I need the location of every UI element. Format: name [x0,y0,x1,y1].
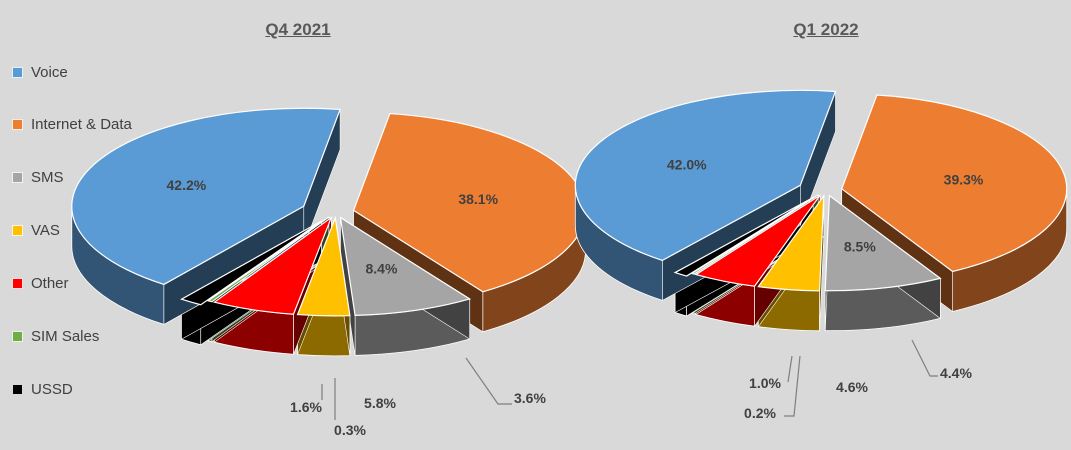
legend-item-vas: VAS [12,221,60,239]
legend-label: Other [31,274,69,292]
legend-item-internet-data: Internet & Data [12,115,132,133]
leader-line-vas [465,357,512,405]
legend-swatch [12,118,23,130]
legend-item-sms: SMS [12,168,64,186]
data-label-vas: 4.4% [940,365,972,381]
legend-swatch [12,330,23,342]
legend-item-sim-sales: SIM Sales [12,327,99,345]
data-label-internet-data: 39.3% [944,171,984,187]
legend-swatch [12,171,23,183]
data-label-other: 4.6% [836,379,868,395]
data-label-voice: 42.0% [667,157,707,173]
pie-0: 38.1% 8.4% 3.6% 5.8% 0.3% 1.6% 42.2% [71,107,587,438]
data-label-sim-sales: 0.3% [334,422,366,438]
slice-voice [71,107,341,286]
legend-label: Internet & Data [31,115,132,133]
data-label-ussd: 1.6% [290,399,322,415]
data-label-voice: 42.2% [167,177,207,193]
data-label-sms: 8.4% [365,261,397,277]
chart-title-q1-2022: Q1 2022 [793,20,859,39]
data-label-internet-data: 38.1% [458,191,498,207]
data-label-ussd: 1.0% [749,375,781,391]
slice-other [694,194,821,287]
data-label-other: 5.8% [364,395,396,411]
slice-vas [296,215,351,317]
legend-label: Voice [31,63,68,81]
slice-sim-sales [206,216,330,303]
data-label-sim-sales: 0.2% [744,405,776,421]
chart-title-q4-2021: Q4 2021 [265,20,331,39]
slice-sms [824,194,942,292]
legend-swatch [12,277,23,289]
legend-label: USSD [31,380,73,398]
legend-item-ussd: USSD [12,380,73,398]
leader-line-vas [911,339,938,377]
leader-line-sim-sales [784,355,801,417]
slice-voice [574,89,837,262]
legend-item-voice: Voice [12,63,68,81]
pie-1: 39.3% 8.5% 4.4% 4.6% 0.2% 1.0% 42.0% [574,89,1068,421]
legend-label: VAS [31,221,60,239]
slice-ussd [180,220,322,306]
legend-label: SMS [31,168,64,186]
leader-line-ussd [787,355,793,383]
data-label-sms: 8.5% [844,238,876,254]
slice-vas [757,193,825,292]
legend-swatch [12,224,23,236]
legend-swatch [12,383,23,395]
slice-internet-data [841,94,1068,273]
slice-ussd [673,196,814,277]
legend-swatch [12,66,23,78]
legend-label: SIM Sales [31,327,100,345]
slice-other [213,215,333,315]
data-label-vas: 3.6% [514,390,546,406]
slice-sms [339,216,472,316]
legend-item-other: Other [12,274,69,292]
